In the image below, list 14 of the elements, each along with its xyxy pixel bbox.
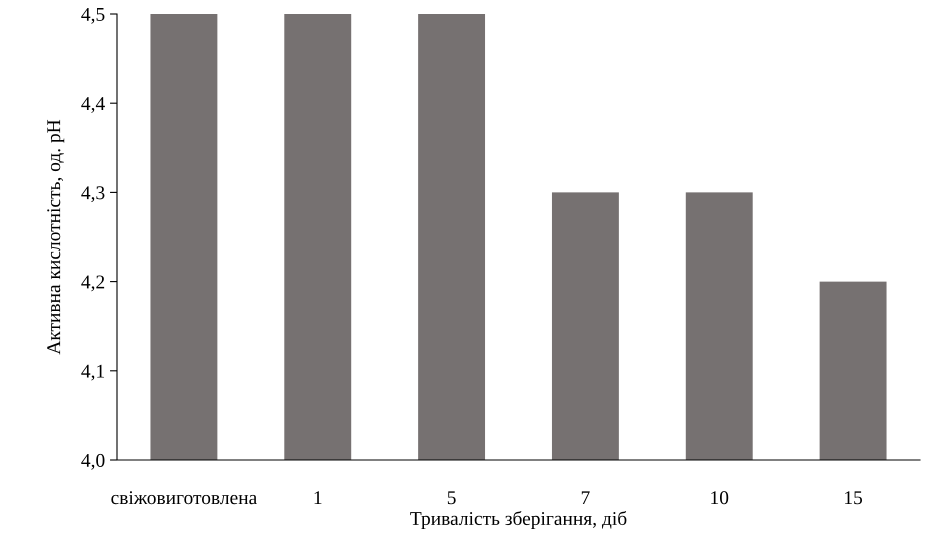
x-tick-label: 5 — [448, 491, 456, 504]
x-axis-title: Тривалість зберігання, діб — [410, 510, 626, 530]
x-tick-label: 10 — [711, 491, 728, 504]
x-tick-label: 1 — [314, 491, 322, 504]
x-tick-label: свіжовиготовлена — [111, 491, 257, 504]
y-tick-label: 4,0 — [81, 454, 104, 470]
y-tick-label: 4,3 — [81, 186, 104, 202]
x-tick-label: 15 — [845, 491, 862, 504]
y-tick-label: 4,1 — [81, 364, 104, 381]
y-tick-label: 4,5 — [81, 8, 104, 24]
x-tick-label: 7 — [582, 491, 590, 504]
y-tick-label: 4,4 — [81, 97, 105, 113]
y-tick-label: 4,2 — [81, 275, 104, 292]
y-axis-title: Активна кислотність, од. рН — [47, 120, 64, 355]
